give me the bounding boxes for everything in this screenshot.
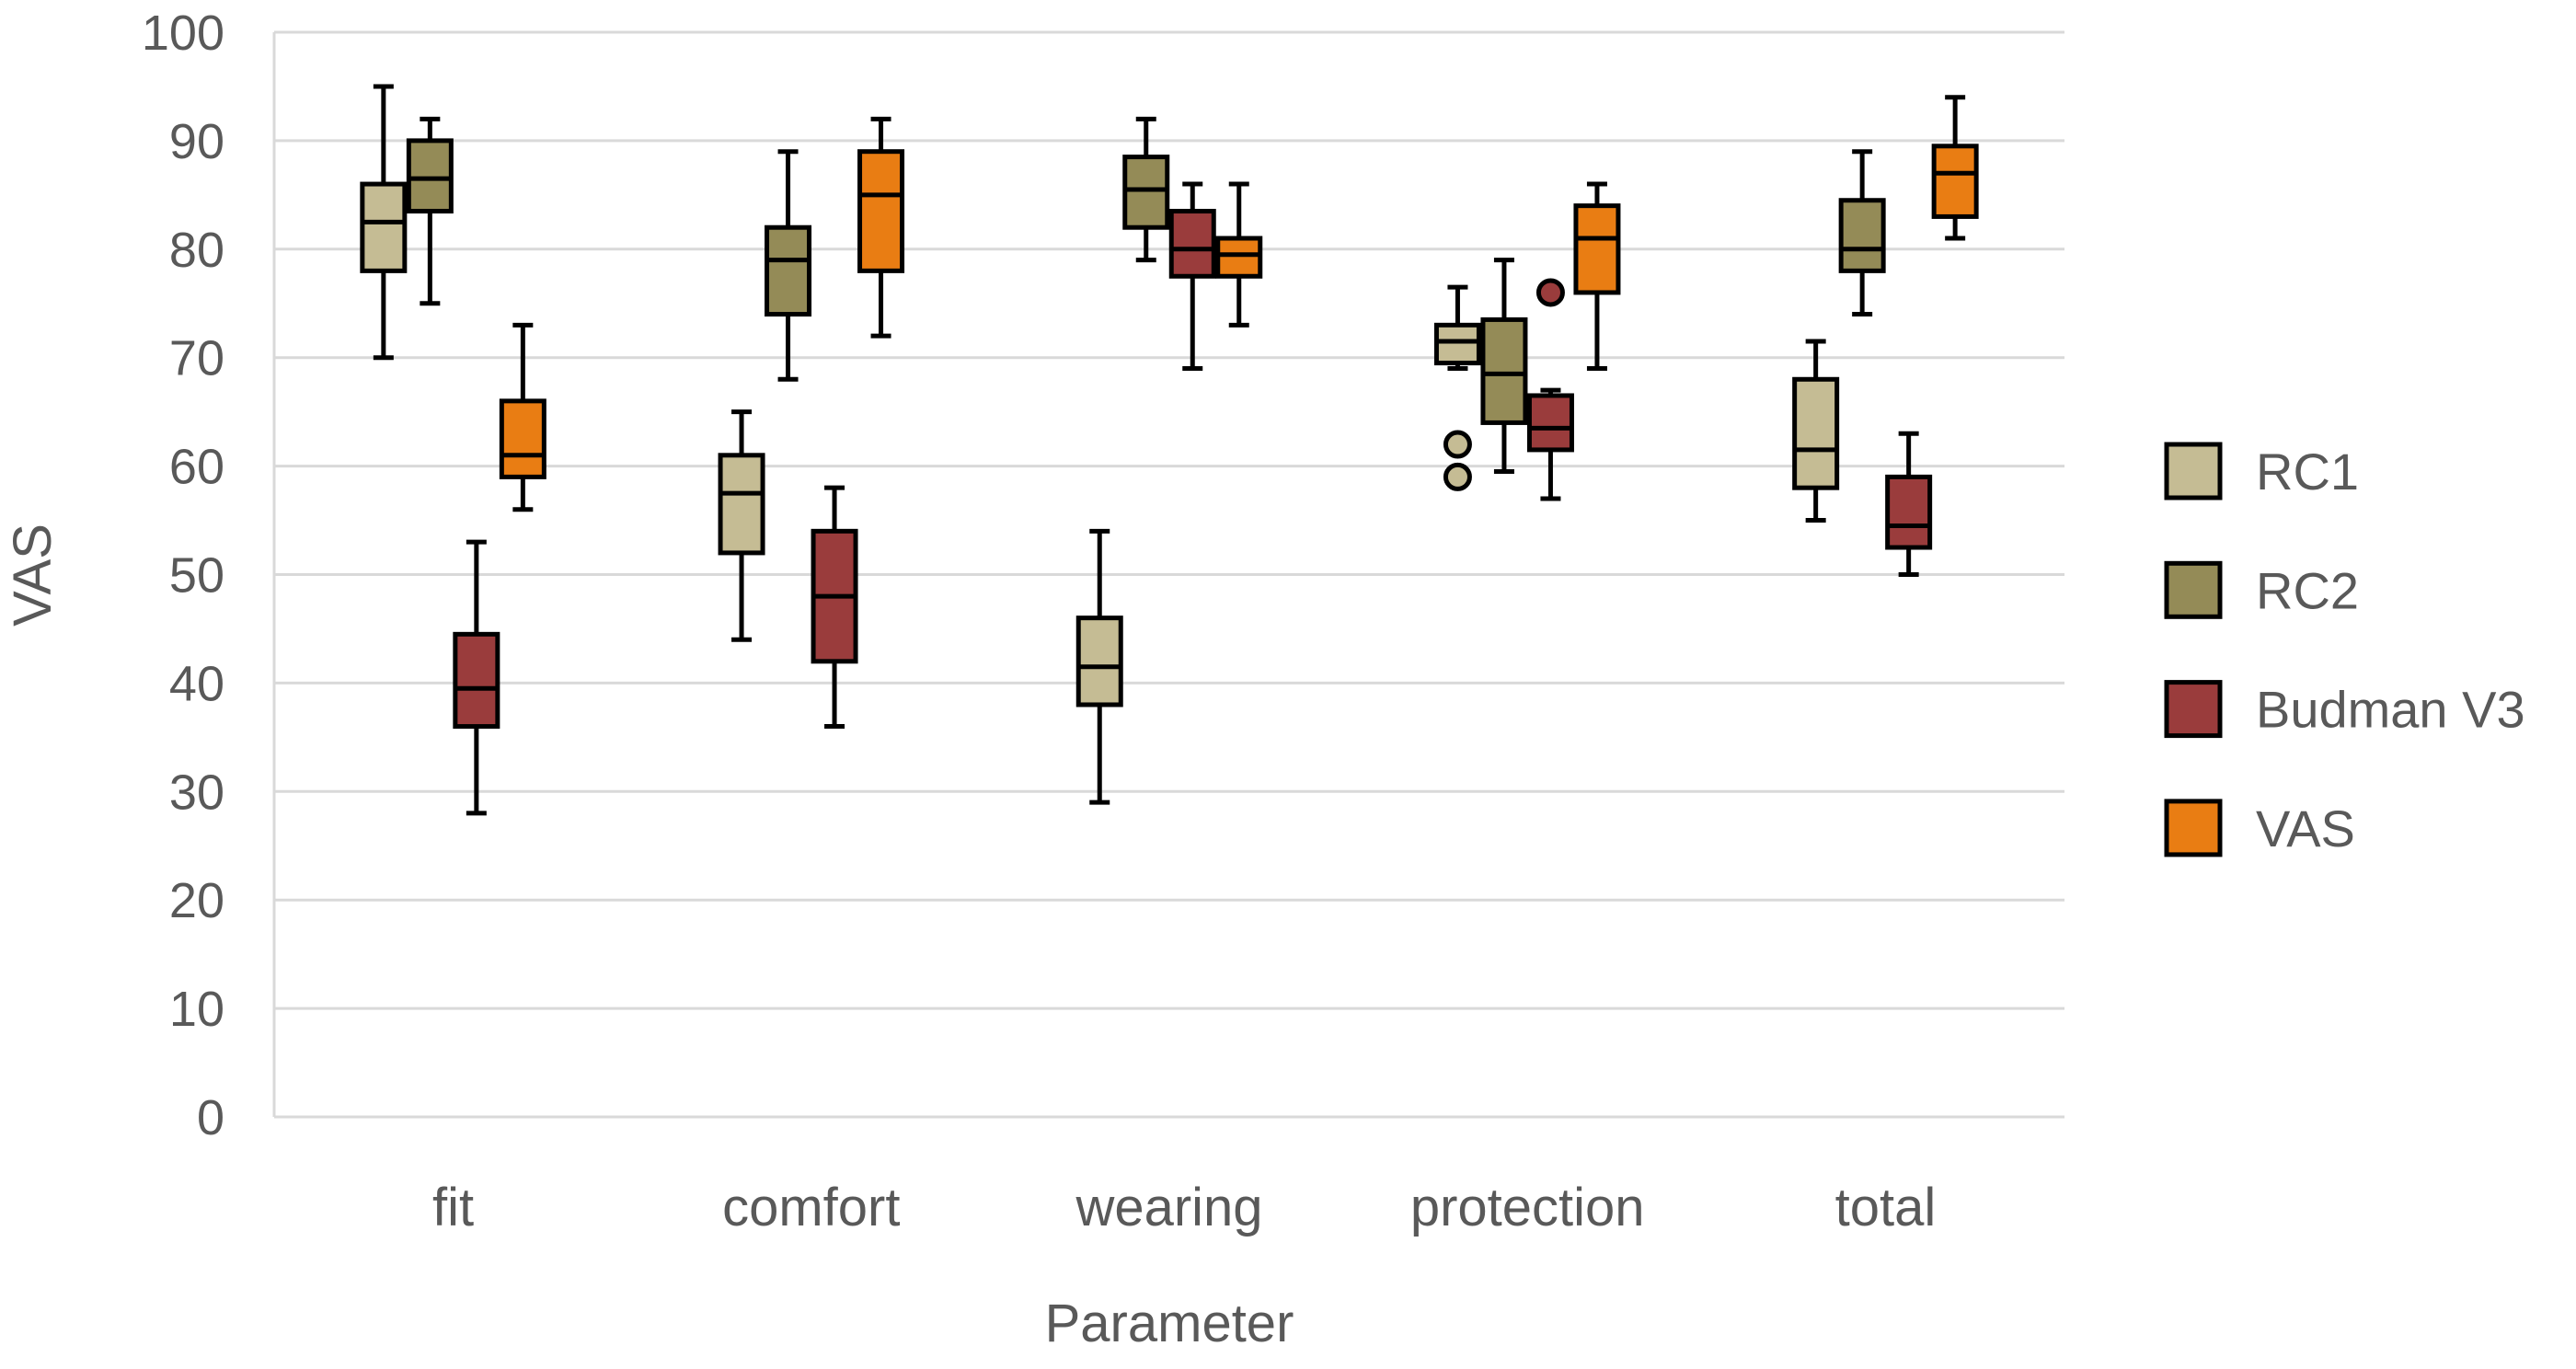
box-budman-v3-wearing	[1168, 181, 1216, 371]
box-rc1-total	[1792, 339, 1840, 523]
x-category-label-total: total	[1835, 1178, 1937, 1237]
y-tick-label-40: 40	[169, 656, 224, 711]
x-category-label-comfort: comfort	[722, 1178, 900, 1237]
iqr-box	[765, 224, 812, 317]
outlier-point	[1443, 430, 1472, 459]
legend-swatch-rc2	[2164, 560, 2223, 619]
y-tick-label-0: 0	[197, 1090, 224, 1145]
box-vas-wearing	[1215, 181, 1263, 328]
iqr-box	[1885, 474, 1933, 550]
iqr-box	[360, 181, 408, 273]
y-tick-labels-layer: 0 10 20 30 40 50 60 70 80 90 100	[142, 6, 224, 1145]
y-axis-title: VAS	[3, 523, 63, 627]
box-rc2-protection	[1480, 258, 1528, 474]
legend-label-rc1: RC1	[2256, 443, 2359, 500]
box-vas-fit	[499, 322, 546, 512]
legend: RC1 RC2 Budman V3 VAS	[2164, 442, 2525, 857]
y-tick-label-10: 10	[169, 982, 224, 1037]
legend-label-rc2: RC2	[2256, 561, 2359, 619]
box-rc1-wearing	[1075, 528, 1123, 805]
boxes-layer	[360, 84, 1979, 816]
legend-item-vas: VAS	[2164, 799, 2355, 857]
iqr-box	[1215, 236, 1263, 279]
box-rc2-wearing	[1122, 116, 1170, 263]
iqr-box	[1075, 615, 1123, 708]
box-rc2-comfort	[765, 149, 812, 382]
iqr-box	[499, 398, 546, 479]
box-budman-v3-protection	[1526, 278, 1574, 501]
x-category-labels-layer: fit comfort wearing protection total	[432, 1178, 1936, 1237]
iqr-box	[1526, 393, 1574, 453]
iqr-box	[1838, 198, 1886, 273]
box-rc2-total	[1838, 149, 1886, 317]
legend-label-vas: VAS	[2256, 800, 2355, 857]
y-tick-label-100: 100	[142, 6, 224, 61]
y-tick-label-20: 20	[169, 873, 224, 928]
outlier-point	[1535, 278, 1565, 307]
iqr-box	[718, 453, 765, 556]
legend-item-rc1: RC1	[2164, 442, 2359, 500]
x-category-label-fit: fit	[432, 1178, 474, 1237]
legend-swatch-budman-v3	[2164, 680, 2223, 739]
y-tick-label-30: 30	[169, 765, 224, 820]
y-tick-label-60: 60	[169, 440, 224, 495]
legend-item-rc2: RC2	[2164, 560, 2359, 619]
legend-swatch-rc1	[2164, 442, 2223, 500]
x-category-label-protection: protection	[1410, 1178, 1645, 1237]
iqr-box	[1433, 322, 1481, 366]
iqr-box	[1931, 144, 1979, 219]
x-category-label-wearing: wearing	[1075, 1178, 1262, 1237]
box-budman-v3-comfort	[811, 485, 858, 730]
legend-label-budman-v3: Budman V3	[2256, 681, 2525, 739]
y-tick-label-80: 80	[169, 223, 224, 278]
x-axis-title: Parameter	[1045, 1294, 1294, 1353]
outlier-point	[1443, 462, 1472, 491]
y-tick-label-90: 90	[169, 114, 224, 169]
legend-item-budman-v3: Budman V3	[2164, 680, 2525, 739]
y-tick-label-70: 70	[169, 331, 224, 386]
box-rc1-fit	[360, 84, 408, 361]
iqr-box	[406, 138, 454, 214]
y-tick-label-50: 50	[169, 548, 224, 604]
iqr-box	[1573, 203, 1621, 295]
iqr-box	[1122, 155, 1170, 230]
legend-swatch-vas	[2164, 799, 2223, 857]
iqr-box	[1480, 316, 1528, 425]
iqr-box	[857, 149, 905, 273]
iqr-box	[1168, 209, 1216, 279]
box-budman-v3-fit	[453, 539, 500, 816]
box-vas-protection	[1573, 181, 1621, 371]
box-rc1-comfort	[718, 409, 765, 642]
iqr-box	[453, 631, 500, 730]
box-vas-total	[1931, 95, 1979, 241]
box-vas-comfort	[857, 116, 905, 339]
box-rc2-fit	[406, 116, 454, 306]
iqr-box	[1792, 376, 1840, 490]
box-rc1-protection	[1433, 284, 1481, 491]
box-budman-v3-total	[1885, 431, 1933, 577]
